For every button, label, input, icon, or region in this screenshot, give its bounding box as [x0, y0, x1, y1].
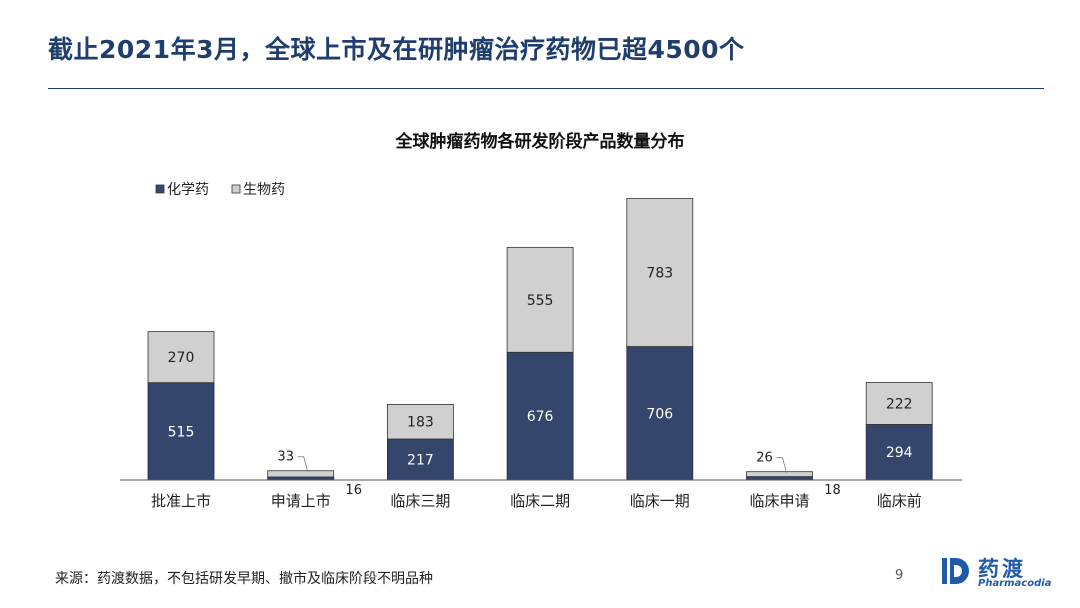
page-number: 9 [895, 568, 904, 583]
label-biological-0: 270 [168, 350, 195, 366]
label-biological-4: 783 [646, 266, 673, 282]
brand-logo: 药渡 Pharmacodia [938, 553, 1052, 593]
bar-chemical-6 [865, 424, 933, 481]
x-tick-labels: 批准上市 申请上市 临床三期 临床二期 临床一期 临床申请 临床前 [151, 492, 922, 510]
bar-biological-2 [386, 403, 454, 440]
bar-biological-3 [506, 246, 574, 353]
label-biological-6: 222 [886, 396, 913, 412]
bar-chemical-4 [626, 346, 694, 481]
chart-title: 全球肿瘤药物各研发阶段产品数量分布 [395, 131, 685, 152]
bar-biological-0 [147, 331, 215, 384]
label-biological-3: 555 [527, 293, 554, 309]
label-biological-2: 183 [407, 415, 434, 431]
x-tick-label-3: 临床二期 [510, 492, 570, 510]
x-tick-label-4: 临床一期 [630, 492, 690, 510]
label-chemical-1: 16 [345, 483, 362, 498]
pharmacodia-logo-icon [942, 558, 969, 584]
label-biological-5: 26 [756, 451, 773, 466]
leader-line-5 [776, 457, 787, 473]
bar-biological-1 [267, 470, 335, 478]
bar-biological-5 [746, 471, 813, 477]
brand-name: 药渡 [978, 557, 1026, 581]
label-chemical-3: 676 [527, 409, 554, 425]
legend-swatch-1 [231, 184, 241, 194]
label-chemical-5: 18 [824, 483, 841, 498]
bar-chemical-5 [746, 476, 813, 481]
source-note: 来源：药渡数据，不包括研发早期、撤市及临床阶段不明品种 [55, 571, 433, 587]
chart-bars: 515 270 16 33 217 183 676 555 706 783 18 26 294 222 [147, 198, 933, 498]
label-biological-1: 33 [277, 450, 294, 465]
legend-swatch-0 [155, 184, 165, 194]
label-chemical-6: 294 [886, 445, 913, 461]
bar-biological-4 [626, 198, 694, 347]
brand-subtitle: Pharmacodia [978, 578, 1052, 589]
legend-label-1: 生物药 [243, 182, 285, 198]
label-chemical-2: 217 [407, 452, 434, 468]
x-tick-label-2: 临床三期 [390, 492, 450, 510]
slide-title: 截止2021年3月，全球上市及在研肿瘤治疗药物已超4500个 [48, 35, 745, 64]
x-tick-label-5: 临床申请 [749, 492, 809, 510]
chart-legend: 化学药 生物药 [155, 182, 285, 198]
title-divider [48, 88, 1044, 89]
bar-biological-6 [865, 382, 933, 425]
x-tick-label-0: 批准上市 [151, 492, 211, 510]
x-tick-label-1: 申请上市 [271, 492, 331, 510]
label-chemical-0: 515 [168, 424, 195, 440]
leader-line-1 [297, 456, 309, 472]
x-tick-label-6: 临床前 [877, 492, 922, 510]
bar-chemical-0 [147, 382, 215, 481]
legend-label-0: 化学药 [167, 182, 209, 198]
label-chemical-4: 706 [646, 406, 673, 422]
